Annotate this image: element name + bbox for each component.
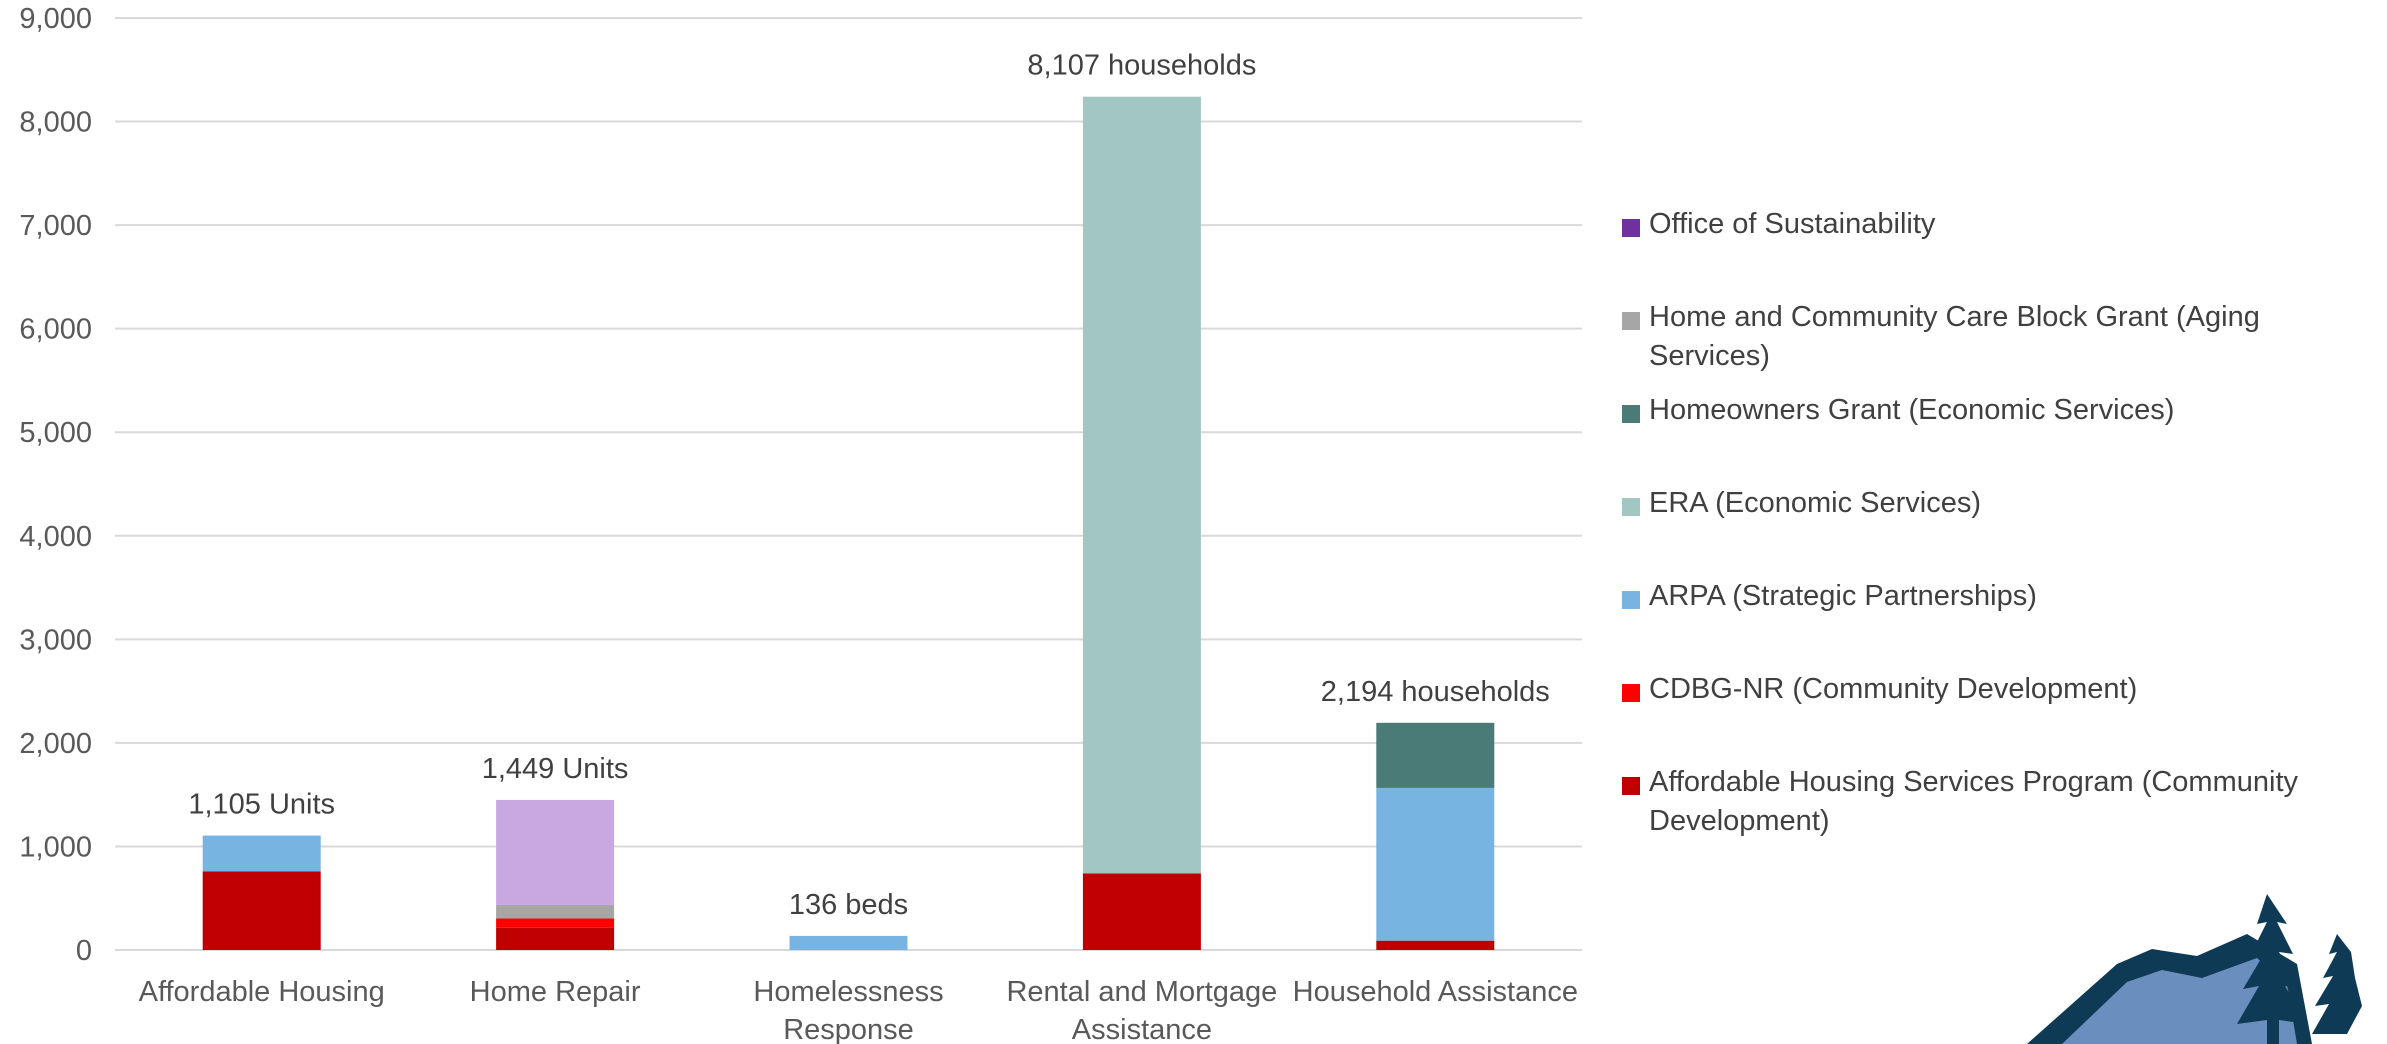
legend-item: Office of Sustainability — [1622, 200, 2382, 293]
legend-item: CDBG-NR (Community Development) — [1622, 665, 2382, 758]
legend-label: Home and Community Care Block Grant (Agi… — [1649, 301, 2260, 372]
y-tick-label: 4,000 — [19, 521, 92, 553]
y-tick-label: 7,000 — [19, 210, 92, 242]
legend-swatch — [1622, 684, 1640, 702]
legend-label: Office of Sustainability — [1649, 208, 1936, 240]
y-tick-label: 1,000 — [19, 831, 92, 863]
legend-label: Affordable Housing Services Program (Com… — [1649, 766, 2299, 837]
legend-swatch — [1622, 498, 1640, 516]
x-tick-label: Rental and Mortgage — [1006, 976, 1277, 1008]
legend-item: ERA (Economic Services) — [1622, 479, 2382, 572]
legend-label: ARPA (Strategic Partnerships) — [1649, 580, 2037, 612]
x-tick-label: Household Assistance — [1293, 976, 1578, 1008]
x-tick-label: Response — [783, 1014, 914, 1044]
bar-segment — [1376, 722, 1495, 788]
y-tick-label: 2,000 — [19, 728, 92, 760]
legend-item: Home and Community Care Block Grant (Agi… — [1622, 293, 2382, 386]
legend-swatch — [1622, 591, 1640, 609]
bar-segment — [496, 927, 615, 950]
x-tick-label: Affordable Housing — [139, 976, 385, 1008]
legend-label: Homeowners Grant (Economic Services) — [1649, 394, 2175, 426]
legend-item: Affordable Housing Services Program (Com… — [1622, 758, 2382, 851]
legend-label: ERA (Economic Services) — [1649, 487, 1981, 519]
bar-segment — [1082, 873, 1201, 950]
bar-total-label: 8,107 households — [1027, 50, 1256, 82]
bar-segment — [1082, 96, 1201, 874]
bar-segment — [1376, 940, 1495, 950]
bar-total-label: 2,194 households — [1321, 676, 1550, 708]
legend-swatch — [1622, 405, 1640, 423]
y-tick-label: 3,000 — [19, 624, 92, 656]
y-tick-label: 0 — [76, 935, 92, 967]
y-axis-tick-labels: 0 1,000 2,000 3,000 4,000 5,000 6,000 7,000 8,00… — [19, 3, 92, 967]
legend-item: Homeowners Grant (Economic Services) — [1622, 386, 2382, 479]
y-tick-label: 9,000 — [19, 3, 92, 35]
legend-label: CDBG-NR (Community Development) — [1649, 673, 2138, 705]
y-tick-label: 8,000 — [19, 107, 92, 139]
bar-total-label: 136 beds — [789, 889, 908, 921]
legend-swatch — [1622, 777, 1640, 795]
legend: Office of Sustainability Home and Communi… — [1622, 200, 2382, 851]
y-tick-label: 6,000 — [19, 314, 92, 346]
bars — [202, 96, 1495, 950]
legend-swatch — [1622, 312, 1640, 330]
gridlines — [115, 17, 1582, 951]
bar-segment — [1376, 787, 1495, 941]
bar-segment — [789, 935, 908, 950]
bar-segment — [496, 918, 615, 928]
x-tick-label: Assistance — [1072, 1014, 1212, 1044]
mountain-tree-logo-icon — [2027, 894, 2362, 1044]
legend-item: ARPA (Strategic Partnerships) — [1622, 572, 2382, 665]
legend-swatch — [1622, 219, 1640, 237]
bar-total-label: 1,449 Units — [482, 753, 629, 785]
x-tick-label: Home Repair — [470, 976, 641, 1008]
total-labels: 1,105 Units 1,449 Units 136 beds 8,107 hous… — [188, 50, 1549, 921]
x-tick-label: Homelessness — [753, 976, 943, 1008]
bar-segment — [496, 904, 615, 919]
y-tick-label: 5,000 — [19, 417, 92, 449]
x-axis-tick-labels: Affordable Housing Home Repair Homelessnes… — [139, 976, 1578, 1044]
bar-total-label: 1,105 Units — [188, 789, 335, 821]
bar-segment — [202, 835, 321, 872]
bar-segment — [202, 871, 321, 950]
bar-segment — [496, 799, 615, 905]
